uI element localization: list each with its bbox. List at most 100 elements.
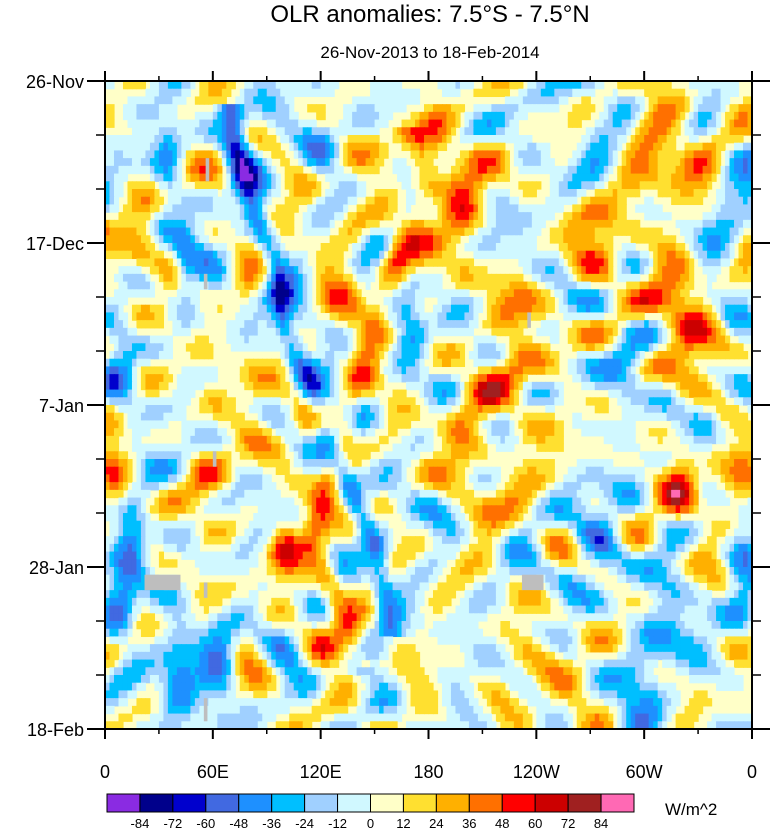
heatmap-cell (185, 366, 191, 375)
heatmap-cell (334, 250, 340, 260)
heatmap-cell (648, 150, 654, 159)
heatmap-cell (554, 88, 560, 98)
heatmap-cell (662, 389, 668, 398)
heatmap-cell (325, 127, 331, 136)
heatmap-cell (127, 196, 133, 206)
heatmap-cell (464, 258, 470, 267)
heatmap-cell (545, 196, 551, 206)
heatmap-cell (239, 343, 245, 352)
heatmap-cell (666, 343, 672, 352)
heatmap-cell (266, 281, 272, 290)
heatmap-cell (536, 273, 542, 283)
heatmap-cell (738, 181, 744, 190)
heatmap-cell (491, 173, 497, 182)
heatmap-cell (262, 335, 268, 344)
heatmap-cell (257, 374, 263, 383)
heatmap-cell (320, 297, 326, 306)
heatmap-cell (509, 304, 515, 314)
heatmap-cell (608, 111, 614, 121)
heatmap-cell (113, 135, 120, 144)
heatmap-cell (689, 181, 695, 190)
heatmap-cell (140, 219, 147, 229)
heatmap-cell (666, 189, 672, 198)
heatmap-cell (567, 281, 573, 290)
heatmap-cell (302, 250, 308, 260)
heatmap-cell (504, 281, 510, 290)
heatmap-cell (388, 81, 394, 90)
heatmap-cell (747, 405, 753, 414)
heatmap-cell (536, 227, 542, 236)
heatmap-cell (711, 142, 717, 152)
heatmap-cell (626, 219, 632, 229)
heatmap-cell (343, 289, 349, 298)
heatmap-cell (621, 111, 627, 121)
heatmap-cell (158, 81, 165, 90)
heatmap-cell (536, 165, 542, 175)
heatmap-cell (666, 266, 672, 275)
heatmap-cell (149, 397, 156, 406)
heatmap-cell (109, 227, 115, 236)
heatmap-cell (527, 343, 533, 352)
heatmap-cell (127, 412, 133, 422)
heatmap-cell (253, 212, 259, 221)
heatmap-cell (594, 181, 600, 190)
heatmap-cell (302, 266, 308, 275)
heatmap-cell (230, 104, 236, 113)
heatmap-cell (567, 88, 573, 98)
heatmap-cell (711, 351, 717, 360)
heatmap-cell (473, 142, 479, 152)
heatmap-cell (352, 150, 358, 159)
heatmap-cell (428, 320, 434, 329)
heatmap-cell (266, 358, 272, 368)
heatmap-cell (424, 243, 430, 252)
heatmap-cell (657, 397, 663, 406)
heatmap-cell (671, 111, 677, 121)
heatmap-cell (527, 88, 533, 98)
heatmap-cell (356, 420, 362, 429)
heatmap-cell (666, 351, 672, 360)
heatmap-cell (504, 88, 510, 98)
heatmap-cell (356, 397, 362, 406)
heatmap-cell (370, 273, 376, 283)
heatmap-cell (239, 227, 245, 236)
heatmap-cell (105, 389, 111, 398)
heatmap-cell (657, 358, 663, 368)
heatmap-cell (140, 158, 147, 167)
heatmap-cell (257, 273, 263, 283)
heatmap-cell (725, 111, 731, 121)
heatmap-cell (311, 366, 317, 375)
heatmap-cell (455, 258, 461, 267)
heatmap-cell (711, 266, 717, 275)
heatmap-cell (253, 227, 259, 236)
heatmap-cell (590, 250, 596, 260)
heatmap-cell (392, 389, 398, 398)
heatmap-cell (635, 304, 641, 314)
heatmap-cell (235, 312, 241, 321)
heatmap-cell (235, 212, 241, 221)
heatmap-cell (518, 135, 524, 144)
heatmap-cell (217, 165, 223, 175)
heatmap-cell (725, 297, 731, 306)
heatmap-cell (518, 273, 524, 283)
heatmap-cell (248, 374, 254, 383)
heatmap-cell (325, 343, 331, 352)
heatmap-cell (554, 327, 560, 337)
heatmap-cell (131, 227, 138, 236)
heatmap-cell (612, 212, 618, 221)
heatmap-cell (262, 189, 268, 198)
heatmap-cell (428, 312, 434, 321)
heatmap-cell (581, 343, 587, 352)
heatmap-cell (725, 196, 731, 206)
heatmap-cell (617, 212, 623, 221)
heatmap-cell (329, 304, 335, 314)
heatmap-cell (734, 273, 740, 283)
heatmap-cell (504, 389, 510, 398)
heatmap-cell (406, 366, 412, 375)
heatmap-cell (644, 165, 650, 175)
heatmap-cell (275, 335, 281, 344)
heatmap-cell (118, 273, 124, 283)
heatmap-cell (320, 351, 326, 360)
heatmap-cell (158, 343, 165, 352)
heatmap-cell (401, 266, 407, 275)
heatmap-cell (572, 104, 578, 113)
